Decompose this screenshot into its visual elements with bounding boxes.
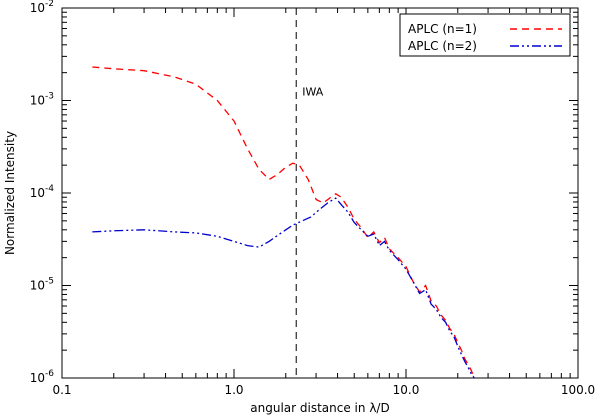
y-tick-label: 10-6 [30, 369, 55, 385]
x-tick-label: 1.0 [224, 383, 243, 397]
series-layer [92, 66, 476, 379]
annotations: IWA [302, 86, 324, 99]
series-line-2 [92, 197, 475, 379]
series-line-1 [92, 66, 476, 379]
legend: APLC (n=1) APLC (n=2) [399, 13, 571, 57]
y-tick-label: 10-4 [30, 184, 55, 200]
tick-labels: 0.1 1.0 10.0 100.0 10-6 10-5 10-4 10-3 10-2 [30, 0, 595, 397]
legend-label: APLC (n=2) [408, 39, 477, 53]
y-tick-label: 10-3 [30, 92, 54, 108]
y-axis-title: Normalized Intensity [3, 131, 17, 255]
annotation-label: IWA [302, 86, 324, 99]
x-tick-label: 0.1 [52, 383, 71, 397]
x-axis-title: angular distance in λ/D [250, 401, 389, 415]
x-tick-label: 100.0 [561, 383, 595, 397]
y-tick-label: 10-5 [30, 277, 54, 293]
legend-label: APLC (n=1) [408, 22, 477, 36]
axis-ticks [61, 8, 578, 379]
x-tick-label: 10.0 [393, 383, 420, 397]
plot-frame [61, 7, 579, 379]
legend-box [399, 13, 571, 57]
y-tick-label: 10-2 [30, 0, 54, 15]
